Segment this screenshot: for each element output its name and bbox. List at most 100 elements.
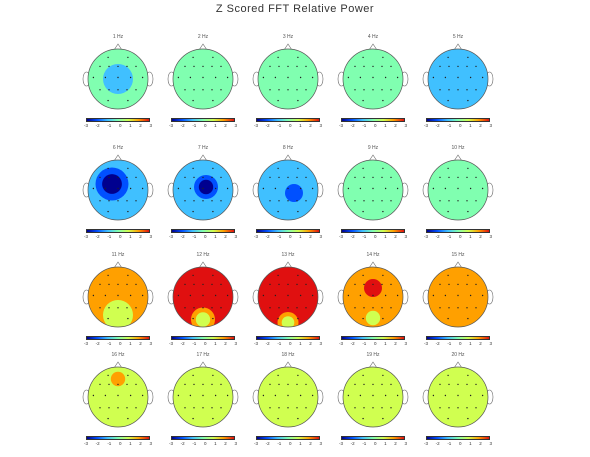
- colorbar-tick-label: 2: [479, 123, 482, 128]
- electrode-dot: [202, 394, 204, 397]
- electrode-dot: [390, 383, 392, 386]
- electrode-dot: [362, 99, 364, 102]
- electrode-dot: [212, 99, 214, 102]
- electrode-dot: [448, 383, 450, 386]
- electrode-dot: [362, 317, 364, 320]
- electrode-dot: [220, 383, 222, 386]
- colorbar-tick-label: 2: [309, 123, 312, 128]
- electrode-dot: [311, 76, 314, 79]
- electrode-dot: [354, 407, 356, 409]
- colorbar-tick-label: 1: [299, 234, 302, 239]
- scalp-base-field: [343, 367, 403, 427]
- colorbar-ticks: -3 -2 -1 0 1 2 3: [169, 234, 237, 240]
- head-outline: [172, 266, 234, 328]
- electrode-dot: [381, 200, 383, 202]
- electrode-dot: [439, 407, 441, 409]
- electrode-dot: [439, 283, 441, 286]
- nose: [198, 261, 208, 269]
- colorbar-tick-label: 1: [299, 123, 302, 128]
- colorbar-tick-label: 1: [214, 441, 217, 446]
- electrode-dot: [432, 294, 435, 297]
- colorbar-tick-label: 3: [234, 441, 237, 446]
- electrode-dot: [177, 76, 180, 79]
- colorbar-tick-label: 2: [309, 441, 312, 446]
- electrode-dot: [278, 89, 280, 91]
- colorbar-tick-label: -3: [169, 234, 174, 239]
- colorbar-tick-label: 3: [489, 234, 492, 239]
- frequency-label: 14 Hz: [366, 252, 380, 258]
- colorbar-tick-label: -3: [424, 441, 429, 446]
- electrode-dot: [299, 294, 302, 297]
- colorbar-ticks: -3 -2 -1 0 1 2 3: [84, 341, 152, 347]
- colorbar-tick-label: -1: [192, 234, 197, 239]
- colorbar-tick-label: 2: [309, 234, 312, 239]
- frequency-label: 13 Hz: [281, 252, 295, 258]
- colorbar-tick-label: 0: [373, 341, 377, 346]
- electrode-dot: [129, 394, 132, 397]
- electrode-dot: [99, 283, 101, 286]
- frequency-label: 15 Hz: [451, 252, 465, 258]
- topomap-cell: 4 Hz -3 -2 -1 0 1 2 3: [333, 34, 413, 134]
- electrode-dot: [396, 294, 399, 297]
- electrode-dot: [447, 99, 449, 102]
- electrode-dot: [269, 407, 271, 409]
- electrode-dot: [126, 383, 128, 386]
- colorbar-tick-label: -2: [435, 341, 440, 346]
- colorbar-ticks: -3 -2 -1 0 1 2 3: [254, 341, 322, 347]
- electrode-dot: [287, 307, 289, 309]
- electrode-dot: [193, 383, 195, 386]
- colorbar-tick-label: 0: [118, 123, 122, 128]
- electrode-dot: [277, 210, 279, 213]
- electrode-dot: [297, 167, 299, 170]
- electrode-dot: [220, 200, 222, 202]
- colorbar-tick-label: -2: [350, 123, 355, 128]
- electrode-dot: [362, 274, 364, 277]
- electrode-dot: [108, 200, 110, 202]
- head-outline: [87, 48, 149, 110]
- electrode-dot: [363, 307, 365, 309]
- nose: [453, 154, 463, 162]
- electrode-dot: [305, 200, 307, 202]
- head-outline: [342, 266, 404, 328]
- electrode-dot: [220, 307, 222, 309]
- electrode-dot: [475, 65, 477, 68]
- colorbar-tick-label: -3: [169, 123, 174, 128]
- electrode-dot: [475, 200, 477, 202]
- electrode-dot: [92, 394, 95, 397]
- colorbar-tick-label: 1: [469, 441, 472, 446]
- activation-core: [365, 310, 381, 326]
- electrode-dot: [135, 200, 137, 202]
- electrode-dot: [475, 89, 477, 91]
- electrode-dot: [127, 99, 129, 102]
- electrode-dot: [299, 187, 302, 190]
- head-outline: [257, 159, 319, 221]
- electrode-dot: [305, 307, 307, 309]
- frequency-label: 1 Hz: [112, 34, 124, 40]
- electrode-dot: [311, 294, 314, 297]
- colorbar-tick-label: 1: [129, 234, 132, 239]
- electrode-dot: [381, 176, 383, 179]
- colorbar-tick-label: 0: [373, 234, 377, 239]
- electrode-dot: [439, 383, 441, 386]
- electrode-dot: [127, 374, 129, 377]
- scalp-base-field: [173, 267, 233, 327]
- electrode-dot: [202, 407, 204, 409]
- electrode-dot: [363, 383, 365, 386]
- colorbar-tick-label: 3: [404, 341, 407, 346]
- colorbar-tick-label: -2: [95, 123, 100, 128]
- colorbar-tick-label: 2: [479, 341, 482, 346]
- colorbar-ticks: -3 -2 -1 0 1 2 3: [339, 341, 407, 347]
- colorbar-tick-label: -2: [180, 123, 185, 128]
- colorbar-tick-label: 0: [203, 234, 207, 239]
- electrode-dot: [211, 176, 213, 179]
- electrode-dot: [212, 167, 214, 170]
- electrode-dot: [287, 407, 289, 409]
- scalp-base-field: [88, 367, 148, 427]
- electrode-dot: [382, 317, 384, 320]
- activation-core: [274, 71, 290, 87]
- colorbar-ticks: -3 -2 -1 0 1 2 3: [84, 123, 152, 129]
- colorbar-tick-label: 0: [203, 341, 207, 346]
- electrode-dot: [126, 200, 128, 202]
- electrode-dot: [384, 394, 387, 397]
- electrode-dot: [274, 187, 277, 190]
